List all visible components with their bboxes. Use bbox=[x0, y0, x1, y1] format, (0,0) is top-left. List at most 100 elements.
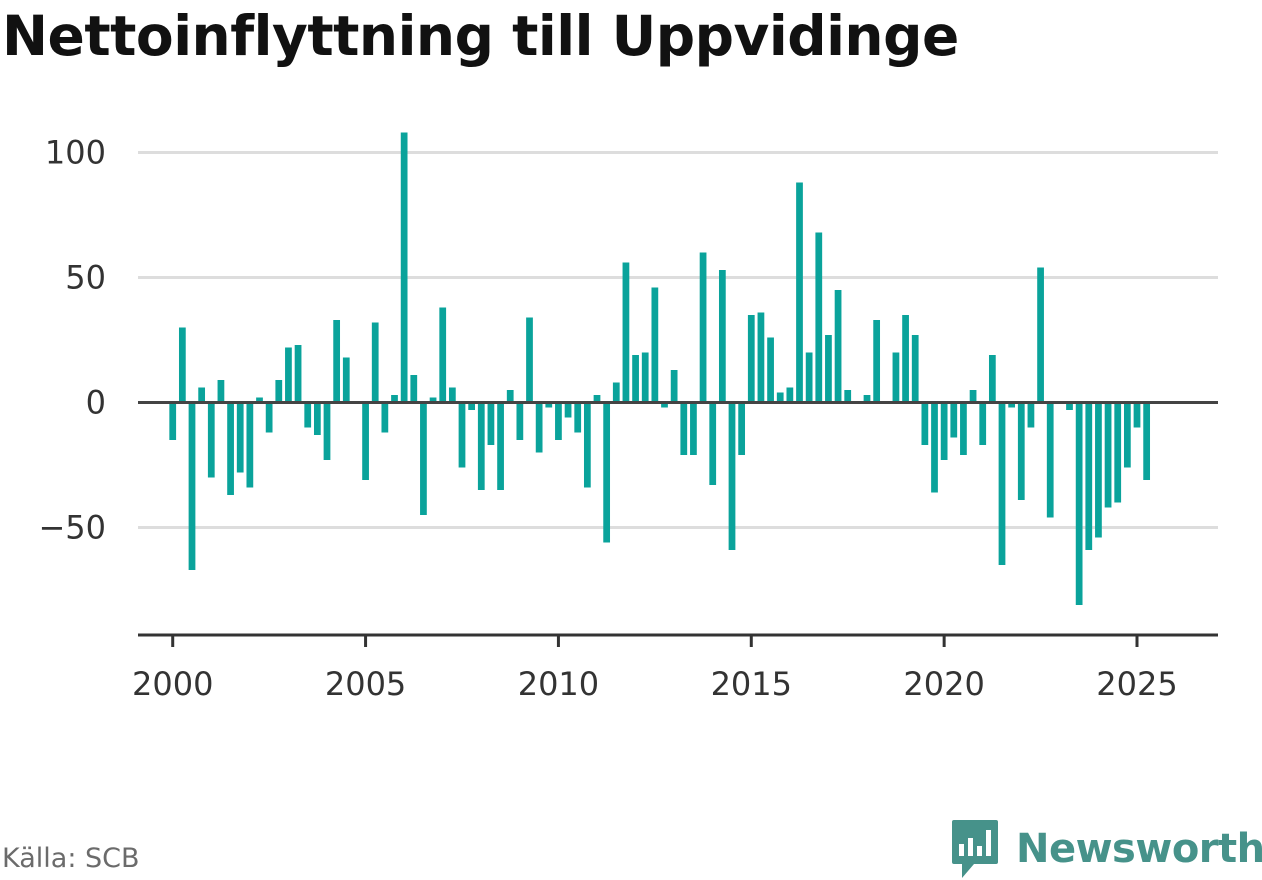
bar bbox=[834, 290, 842, 403]
x-tick-label: 2015 bbox=[711, 665, 792, 703]
bar bbox=[217, 380, 225, 403]
bar bbox=[535, 402, 543, 453]
bar bbox=[1114, 402, 1122, 503]
bar bbox=[969, 390, 977, 403]
bar bbox=[342, 357, 350, 403]
bar bbox=[661, 402, 668, 408]
y-tick-label: −50 bbox=[38, 509, 106, 547]
bar bbox=[786, 387, 794, 403]
bar bbox=[545, 402, 553, 408]
bar bbox=[198, 387, 206, 403]
bar bbox=[169, 402, 177, 440]
bar bbox=[960, 402, 967, 455]
bar bbox=[728, 402, 736, 550]
x-tick-label: 2025 bbox=[1096, 665, 1177, 703]
bar bbox=[236, 402, 244, 473]
brand-logo[interactable]: Newsworthy bbox=[950, 818, 1262, 880]
bar bbox=[227, 402, 234, 495]
bar bbox=[323, 402, 331, 460]
bar bbox=[506, 390, 514, 403]
bar bbox=[439, 307, 447, 403]
bar bbox=[1037, 267, 1044, 403]
bar bbox=[680, 402, 688, 455]
bar bbox=[950, 402, 958, 438]
bar bbox=[381, 402, 389, 433]
bars bbox=[138, 132, 1218, 605]
bar bbox=[477, 402, 485, 490]
bar bbox=[863, 395, 871, 403]
bar bbox=[603, 402, 611, 543]
bar bbox=[410, 375, 418, 403]
bar bbox=[188, 402, 196, 570]
bar bbox=[429, 397, 437, 403]
gridlines bbox=[138, 151, 1218, 529]
bar bbox=[313, 402, 321, 435]
chart-title: Nettoinflyttning till Uppvidinge bbox=[2, 4, 959, 68]
bar bbox=[593, 395, 601, 403]
bar bbox=[178, 327, 186, 403]
bar bbox=[256, 397, 263, 403]
bar bbox=[1066, 402, 1073, 410]
bar bbox=[902, 315, 909, 403]
bar bbox=[333, 320, 341, 403]
bar bbox=[275, 380, 283, 403]
y-tick-label: 50 bbox=[65, 259, 106, 297]
bar bbox=[815, 232, 823, 403]
bar bbox=[1017, 402, 1025, 500]
bar bbox=[458, 402, 466, 468]
y-axis: 100 50 0 −50 bbox=[38, 134, 106, 547]
bar bbox=[641, 352, 649, 403]
bar bbox=[612, 382, 620, 403]
bar bbox=[632, 355, 639, 403]
source-note: Källa: SCB bbox=[2, 843, 140, 874]
bar bbox=[805, 352, 813, 403]
bar bbox=[391, 395, 398, 403]
newsworthy-logo-icon bbox=[952, 820, 998, 878]
bar bbox=[844, 390, 852, 403]
x-axis: 2000 2005 2010 2015 2020 2025 bbox=[132, 633, 1218, 703]
bar bbox=[651, 287, 659, 403]
bar bbox=[796, 182, 803, 403]
bar bbox=[497, 402, 504, 490]
bar bbox=[699, 252, 707, 403]
bar bbox=[718, 270, 726, 403]
bar bbox=[1046, 402, 1054, 518]
bar bbox=[265, 402, 273, 433]
bar bbox=[564, 402, 572, 418]
bar bbox=[873, 320, 881, 403]
bar bbox=[420, 402, 427, 515]
bar bbox=[526, 317, 533, 403]
bar bbox=[246, 402, 254, 488]
bar bbox=[516, 402, 524, 440]
x-tick-label: 2005 bbox=[325, 665, 406, 703]
bar bbox=[555, 402, 562, 440]
bar bbox=[1133, 402, 1141, 428]
bar bbox=[747, 315, 755, 403]
bar bbox=[979, 402, 987, 445]
x-tick-label: 2020 bbox=[903, 665, 984, 703]
bar bbox=[757, 312, 765, 403]
bar bbox=[940, 402, 948, 460]
x-tick-label: 2010 bbox=[518, 665, 599, 703]
bar bbox=[1143, 402, 1151, 480]
bar bbox=[1008, 402, 1016, 408]
bar bbox=[1085, 402, 1093, 550]
bar bbox=[988, 355, 996, 403]
bar bbox=[448, 387, 456, 403]
bar bbox=[911, 335, 919, 403]
bar bbox=[1123, 402, 1131, 468]
y-tick-label: 0 bbox=[86, 384, 106, 422]
bar bbox=[709, 402, 717, 485]
bar bbox=[1027, 402, 1035, 428]
bar bbox=[622, 262, 630, 403]
bar bbox=[371, 322, 379, 403]
bar bbox=[921, 402, 929, 445]
bar bbox=[468, 402, 476, 410]
bar bbox=[1104, 402, 1112, 508]
bar bbox=[294, 345, 302, 403]
x-tick-label: 2000 bbox=[132, 665, 213, 703]
bar bbox=[892, 352, 900, 403]
bar bbox=[487, 402, 495, 445]
bar bbox=[362, 402, 369, 480]
